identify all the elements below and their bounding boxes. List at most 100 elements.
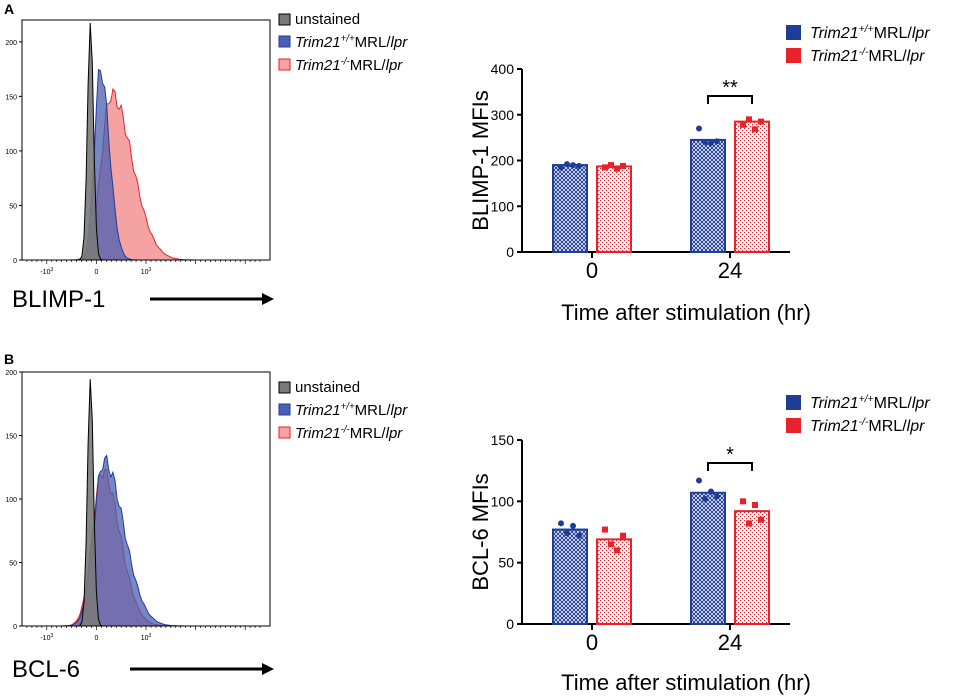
y-tick-label: 100 <box>491 493 515 509</box>
y-tick-label: 50 <box>9 203 17 210</box>
legend-gene: Trim21 <box>810 25 859 42</box>
x-axis-label: Time after stimulation (hr) <box>561 300 811 325</box>
y-tick-label: 0 <box>506 616 514 632</box>
legend-strain: MRL/ <box>350 57 387 74</box>
legend-strain: MRL/ <box>350 425 387 442</box>
y-tick-label: 300 <box>491 107 515 123</box>
data-point <box>576 532 582 539</box>
x-tick-label: 24 <box>718 258 742 283</box>
x-tick-label: 103 <box>141 633 152 642</box>
histogram-curve-2 <box>22 87 270 261</box>
histogram-curve-1 <box>22 454 270 627</box>
legend-label-ko: Trim21-/-MRL/lpr <box>295 56 403 74</box>
legend-swatch-wt <box>278 35 291 48</box>
x-tick-base: -10 <box>40 269 50 276</box>
x-tick-base: 10 <box>141 635 149 642</box>
x-tick-exponent: 3 <box>149 267 152 273</box>
legend-label-ko: Trim21-/-MRL/lpr <box>295 424 403 442</box>
legend-lpr: lpr <box>386 425 404 442</box>
legend-gene: Trim21 <box>810 395 859 412</box>
legend-genotype: +/+ <box>859 24 874 35</box>
data-point <box>602 526 608 533</box>
legend-swatch-wt <box>278 403 291 416</box>
legend-strain: MRL/ <box>874 395 913 412</box>
data-point <box>558 164 564 171</box>
x-tick-label: 0 <box>586 258 598 283</box>
x-axis-label: BLIMP-1 <box>12 286 105 313</box>
legend-label-wt: Trim21+/+MRL/lpr <box>295 33 408 51</box>
data-point <box>746 520 752 527</box>
data-point <box>564 161 570 168</box>
data-point <box>614 165 620 172</box>
bar-chart-blimp1: 0 100 200 300 400 BLIMP-1 MFIs 0 24 ** Time after… <box>468 24 930 325</box>
y-tick-label: 150 <box>5 434 17 441</box>
y-tick-label: 50 <box>498 555 514 571</box>
axis-arrow-head <box>262 663 274 675</box>
significance-label: * <box>726 444 734 466</box>
x-axis-label: BCL-6 <box>12 656 80 683</box>
y-tick-label: 200 <box>5 370 17 377</box>
legend-swatch-ko <box>786 418 801 433</box>
x-tick-label: 0 <box>94 269 98 276</box>
legend-genotype: +/+ <box>341 33 355 44</box>
legend-lpr: lpr <box>907 48 925 65</box>
panel-label-b: B <box>4 351 14 367</box>
y-tick-label: 50 <box>9 561 17 568</box>
x-axis-label: Time after stimulation (hr) <box>561 670 811 695</box>
legend-strain: MRL/ <box>355 34 392 51</box>
data-point <box>696 125 702 132</box>
y-tick-label: 200 <box>5 40 17 47</box>
legend-lpr: lpr <box>391 402 409 419</box>
legend-lpr: lpr <box>386 57 404 74</box>
legend-label-unstained: unstained <box>295 11 360 28</box>
data-point <box>758 516 764 523</box>
x-tick-base: -10 <box>40 635 50 642</box>
histogram-curve-2 <box>22 468 270 627</box>
legend-lpr: lpr <box>912 25 930 42</box>
bar <box>690 138 726 254</box>
y-tick-label: 0 <box>13 258 17 265</box>
data-point <box>564 530 570 537</box>
significance-bracket <box>707 95 753 104</box>
legend-gene: Trim21 <box>295 57 341 74</box>
y-tick-label: 0 <box>506 244 514 260</box>
data-point <box>708 140 714 147</box>
legend-genotype: -/- <box>341 56 351 67</box>
significance-bracket <box>707 462 753 471</box>
legend-strain: MRL/ <box>868 418 907 435</box>
legend-genotype: -/- <box>859 47 869 58</box>
data-point <box>576 162 582 169</box>
legend-swatch-wt <box>786 395 801 410</box>
legend-swatch-unstained <box>278 13 291 26</box>
histogram-curve-0 <box>22 22 270 261</box>
legend-label-wt: Trim21+/+MRL/lpr <box>295 401 408 419</box>
legend-strain: MRL/ <box>874 25 913 42</box>
data-point <box>746 116 752 123</box>
legend-strain: MRL/ <box>355 402 392 419</box>
bar <box>596 538 632 625</box>
x-tick-label: 103 <box>141 267 152 276</box>
x-tick-exponent: 3 <box>50 633 53 639</box>
panel-label-a: A <box>4 1 14 17</box>
legend-gene: Trim21 <box>295 425 341 442</box>
legend-strain: MRL/ <box>868 48 907 65</box>
data-point <box>620 532 626 539</box>
data-point <box>714 138 720 145</box>
legend-label-unstained: unstained <box>295 379 360 396</box>
y-axis-label: BLIMP-1 MFIs <box>468 90 493 231</box>
x-tick-label: -103 <box>40 267 53 276</box>
x-tick-exponent: 3 <box>149 633 152 639</box>
y-tick-label: 150 <box>5 94 17 101</box>
data-point <box>570 522 576 529</box>
legend-genotype: -/- <box>859 417 869 428</box>
legend-genotype: +/+ <box>341 401 355 412</box>
x-tick-base: 10 <box>141 269 149 276</box>
axis-arrow-head <box>262 293 274 305</box>
bar <box>552 528 588 626</box>
bar <box>734 510 770 625</box>
legend-gene: Trim21 <box>295 402 341 419</box>
bar <box>596 165 632 253</box>
